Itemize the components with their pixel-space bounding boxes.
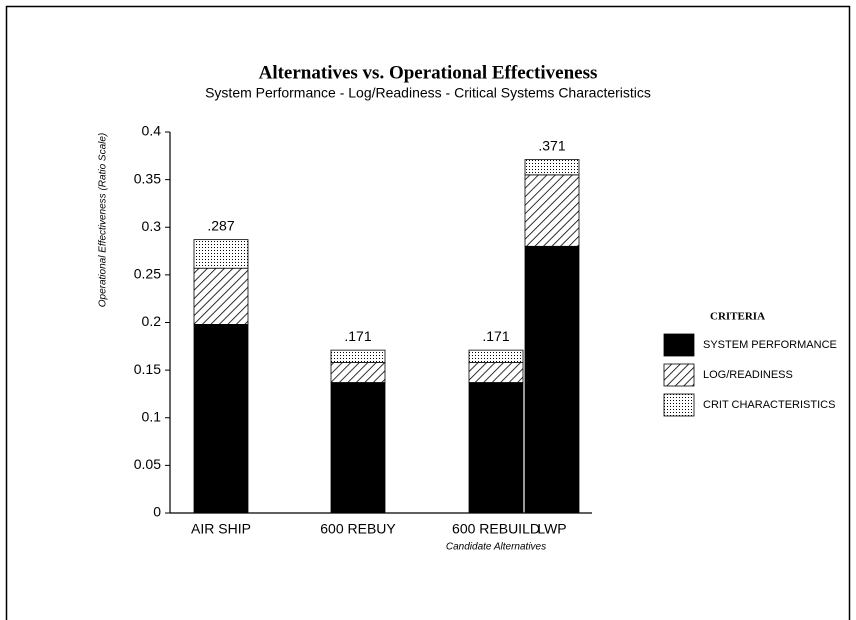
legend-swatch bbox=[663, 363, 695, 387]
legend-label: LOG/READINESS bbox=[703, 369, 793, 381]
bar-segment bbox=[193, 239, 249, 269]
y-tick-label: 0.2 bbox=[142, 313, 162, 329]
y-tick-label: 0.1 bbox=[142, 408, 162, 424]
total-label: .287 bbox=[207, 217, 234, 233]
x-tick-label: 600 REBUY bbox=[320, 521, 396, 537]
total-label: .171 bbox=[482, 328, 509, 344]
chart-title: Alternatives vs. Operational Effectivene… bbox=[259, 62, 598, 83]
x-tick-label: LWP bbox=[537, 521, 566, 537]
y-tick-label: 0.35 bbox=[134, 170, 161, 186]
bar-segment bbox=[193, 267, 249, 325]
y-tick-label: 0.3 bbox=[142, 218, 162, 234]
y-tick-label: 0.25 bbox=[134, 266, 161, 282]
chart-subtitle: System Performance - Log/Readiness - Cri… bbox=[205, 85, 651, 101]
x-tick-label: 600 REBUILD bbox=[452, 521, 540, 537]
bar-segment bbox=[193, 324, 249, 514]
legend-swatch bbox=[663, 393, 695, 417]
total-label: .371 bbox=[538, 137, 565, 153]
y-tick-label: 0.15 bbox=[134, 361, 161, 377]
legend-title: CRITERIA bbox=[710, 311, 765, 323]
legend-label: SYSTEM PERFORMANCE bbox=[703, 339, 837, 351]
bar-segment bbox=[524, 245, 580, 514]
y-tick-label: 0 bbox=[153, 504, 161, 520]
bar-segment bbox=[468, 349, 524, 363]
x-axis-label: Candidate Alternatives bbox=[446, 542, 546, 553]
bar-segment bbox=[524, 174, 580, 247]
frame bbox=[5, 5, 851, 620]
y-tick-label: 0.4 bbox=[142, 123, 162, 139]
total-label: .171 bbox=[344, 328, 371, 344]
bar-segment bbox=[524, 159, 580, 176]
bar-segment bbox=[330, 349, 386, 363]
x-tick-label: AIR SHIP bbox=[191, 521, 251, 537]
y-tick-label: 0.05 bbox=[134, 456, 161, 472]
legend-label: CRIT CHARACTERISTICS bbox=[703, 399, 835, 411]
y-axis-label: Operational Effectiveness (Ratio Scale) bbox=[98, 133, 109, 308]
legend-swatch bbox=[663, 333, 695, 357]
bar-segment bbox=[330, 362, 386, 383]
bar-segment bbox=[468, 382, 524, 514]
bar-segment bbox=[468, 362, 524, 383]
bar-segment bbox=[330, 382, 386, 514]
